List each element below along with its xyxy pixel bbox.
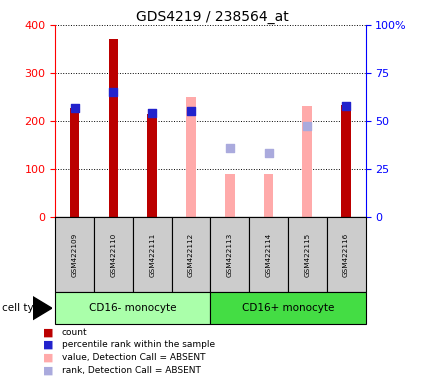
Text: count: count	[62, 328, 87, 337]
Bar	[264, 174, 273, 217]
Bar	[341, 105, 351, 217]
Text: GDS4219 / 238564_at: GDS4219 / 238564_at	[136, 10, 289, 23]
Text: GSM422114: GSM422114	[266, 232, 272, 276]
Text: GSM422112: GSM422112	[188, 232, 194, 276]
Text: rank, Detection Call = ABSENT: rank, Detection Call = ABSENT	[62, 366, 201, 375]
Bar	[288, 217, 327, 292]
Point	[110, 89, 117, 95]
Bar	[55, 292, 210, 324]
Text: ■: ■	[42, 353, 53, 362]
Bar	[210, 217, 249, 292]
Text: ■: ■	[42, 365, 53, 375]
Text: GSM422116: GSM422116	[343, 232, 349, 276]
Text: GSM422109: GSM422109	[72, 232, 78, 276]
Text: CD16- monocyte: CD16- monocyte	[89, 303, 176, 313]
Point	[343, 103, 349, 109]
Text: GSM422110: GSM422110	[110, 232, 116, 276]
Text: cell type: cell type	[2, 303, 47, 313]
Bar	[303, 106, 312, 217]
Point	[227, 145, 233, 151]
Text: GSM422111: GSM422111	[149, 232, 155, 276]
Text: GSM422115: GSM422115	[304, 232, 310, 276]
Point	[265, 150, 272, 156]
Bar	[70, 108, 79, 217]
Text: value, Detection Call = ABSENT: value, Detection Call = ABSENT	[62, 353, 205, 362]
Bar	[147, 114, 157, 217]
Bar	[210, 292, 366, 324]
Point	[71, 104, 78, 111]
Bar	[94, 217, 133, 292]
Bar	[249, 217, 288, 292]
Bar	[186, 97, 196, 217]
Point	[187, 108, 194, 114]
Text: ■: ■	[42, 340, 53, 350]
Bar	[327, 217, 366, 292]
Text: GSM422113: GSM422113	[227, 232, 233, 276]
Point	[304, 123, 311, 129]
Point	[149, 110, 156, 116]
Polygon shape	[33, 296, 52, 319]
Bar	[172, 217, 210, 292]
Bar	[55, 217, 94, 292]
Text: CD16+ monocyte: CD16+ monocyte	[242, 303, 334, 313]
Bar	[225, 174, 235, 217]
Bar	[133, 217, 172, 292]
Text: percentile rank within the sample: percentile rank within the sample	[62, 340, 215, 349]
Bar	[108, 40, 118, 217]
Text: ■: ■	[42, 327, 53, 337]
